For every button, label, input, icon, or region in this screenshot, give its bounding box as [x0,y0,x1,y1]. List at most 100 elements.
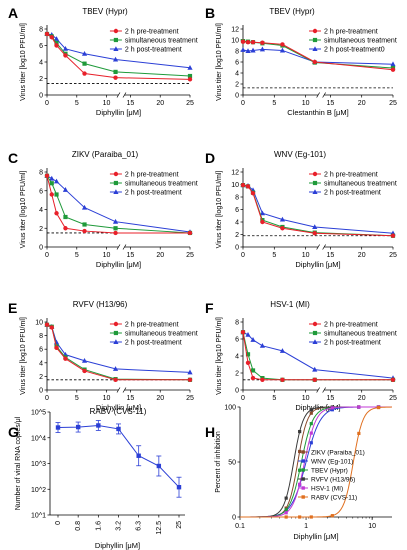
legend-marker [113,180,119,186]
legend-marker [113,171,119,177]
legend-label: 2 h post-treatment [125,47,182,54]
data-point [54,192,59,197]
legend-marker [301,495,305,499]
y-tick-label: 4 [235,71,239,78]
legend-marker [113,46,119,51]
y-tick-label: 10^1 [31,513,46,520]
data-point [309,515,313,519]
x-axis-label: Diphyllin [μM] [96,403,141,412]
data-point [280,42,285,47]
x-tick-label: 25 [186,252,194,259]
axis-break-mark [322,387,326,393]
y-tick-label: 0 [232,515,236,522]
data-point [54,43,59,48]
data-point [357,405,361,409]
x-axis-label: Diphyllin [μM] [295,260,340,269]
data-point [44,322,50,327]
data-point [187,369,193,375]
data-point [82,71,87,76]
x-tick-label: 25 [389,395,397,402]
legend-marker [301,468,305,472]
data-point [112,366,119,371]
data-point [53,36,60,41]
legend-label: simultaneous treatment [324,38,397,45]
panel-letter: D [205,150,215,166]
x-tick-label: 12.5 [156,521,163,535]
data-point [245,331,251,337]
panel-A: A TBEV (Hypr) 0 2 4 6 8 0 5 10 15 20 25 Diphyllin [μM… [8,5,198,117]
x-axis-label: Diphyllin [μM] [293,532,338,541]
y-tick-label: 10^2 [31,487,46,494]
data-point [284,515,288,519]
data-point [54,345,59,351]
y-tick-label: 10 [35,320,43,327]
data-point [259,46,266,52]
x-tick-label: 15 [127,252,135,259]
data-point [63,53,68,58]
data-point [187,73,193,79]
y-tick-label: 100 [224,405,236,412]
x-tick-label: 15 [326,252,334,259]
x-tick-label: 25 [389,252,397,259]
data-point [250,191,256,196]
data-point [82,368,87,374]
data-point [250,337,256,342]
legend-marker [312,321,318,327]
data-point [187,77,193,82]
legend-label: RVFV (H13/96) [311,477,355,484]
axis-break-mark [316,92,320,98]
series-curve [240,406,393,518]
data-point [250,368,256,373]
data-point [156,463,162,469]
x-axis-label: Clestanthin B [μM] [287,108,348,117]
data-point [260,40,265,45]
x-tick-label: 10 [103,395,111,402]
x-tick-label: 10 [302,395,310,402]
x-tick-label: 15 [127,395,135,402]
legend-marker [312,339,318,344]
y-tick-label: 8 [235,195,239,202]
legend-label: 2 h pre-treatment [125,29,179,36]
y-axis-label: Virus titer [log10 PFU/ml] [216,171,223,249]
data-point [376,405,381,410]
data-point [62,46,69,51]
data-point [280,226,285,231]
data-point [240,182,246,188]
data-point [96,423,101,428]
data-point [250,375,256,381]
chart-title: HSV-1 (MI) [270,300,310,309]
x-tick-label: 0.1 [235,523,245,530]
data-point [49,175,55,181]
legend-marker [113,189,119,194]
y-axis-label: Virus titer [log10 PFU/ml] [20,171,27,249]
y-tick-label: 0 [235,388,239,395]
data-point [312,59,317,65]
axis-break-mark [316,387,320,393]
legend-marker [113,28,119,34]
panel-letter: G [8,424,19,440]
legend-marker [301,450,305,454]
panel-G: G RABV (CVS-11) 10^1 10^2 10^3 10^4 10^5 0 0.8 1.… [8,407,185,550]
legend-marker [113,330,119,336]
panel-D: D WNV (Eg-101) 0 2 4 6 8 10 12 0 5 10 15 20 25 Diphylli… [205,150,397,269]
x-tick-label: 15 [326,100,334,107]
chart-title: RABV (CVS-11) [90,407,147,416]
data-point [187,64,193,70]
legend-marker [312,46,318,51]
x-tick-label: 5 [272,252,276,259]
x-tick-label: 20 [156,252,164,259]
data-point [112,218,119,224]
data-point [63,214,68,220]
data-point [245,48,251,53]
panel-E: E RVFV (H13/96) 0 2 4 6 8 10 0 5 10 15 20 25 Diphyllin… [8,300,198,412]
data-point [116,426,121,432]
y-tick-label: 0 [235,245,239,252]
data-point [284,506,288,510]
data-point [390,377,396,382]
x-tick-label: 10 [103,252,111,259]
legend-marker [301,477,305,481]
data-point [279,216,286,222]
legend-marker [312,330,318,336]
data-point [390,233,396,238]
